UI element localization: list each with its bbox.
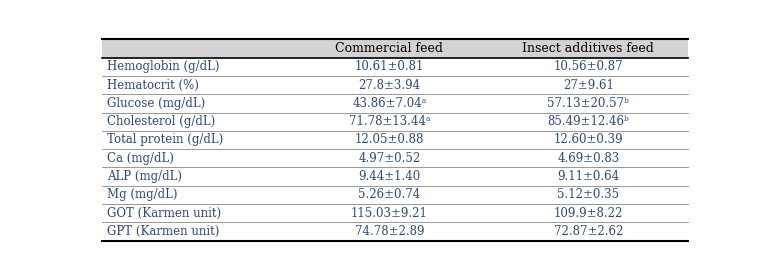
Text: GOT (Karmen unit): GOT (Karmen unit)	[107, 207, 221, 219]
Text: GPT (Karmen unit): GPT (Karmen unit)	[107, 225, 220, 238]
Text: 5.26±0.74: 5.26±0.74	[359, 188, 420, 201]
Text: Insect additives feed: Insect additives feed	[523, 42, 655, 55]
Text: 10.61±0.81: 10.61±0.81	[355, 60, 424, 73]
Text: 27.8±3.94: 27.8±3.94	[359, 79, 420, 92]
Text: 10.56±0.87: 10.56±0.87	[554, 60, 623, 73]
Text: 71.78±13.44ᵃ: 71.78±13.44ᵃ	[348, 115, 430, 128]
Text: Hematocrit (%): Hematocrit (%)	[107, 79, 199, 92]
Text: 57.13±20.57ᵇ: 57.13±20.57ᵇ	[547, 97, 629, 110]
Text: 85.49±12.46ᵇ: 85.49±12.46ᵇ	[547, 115, 629, 128]
Text: 9.11±0.64: 9.11±0.64	[557, 170, 619, 183]
Text: 72.87±2.62: 72.87±2.62	[554, 225, 623, 238]
Text: 74.78±2.89: 74.78±2.89	[355, 225, 424, 238]
Text: Commercial feed: Commercial feed	[335, 42, 443, 55]
Text: Hemoglobin (g/dL): Hemoglobin (g/dL)	[107, 60, 220, 73]
Text: 27±9.61: 27±9.61	[563, 79, 614, 92]
Text: Mg (mg/dL): Mg (mg/dL)	[107, 188, 177, 201]
Text: 9.44±1.40: 9.44±1.40	[359, 170, 420, 183]
Text: ALP (mg/dL): ALP (mg/dL)	[107, 170, 182, 183]
Text: 115.03±9.21: 115.03±9.21	[351, 207, 428, 219]
Text: 12.05±0.88: 12.05±0.88	[355, 133, 424, 146]
Text: 5.12±0.35: 5.12±0.35	[557, 188, 619, 201]
Text: Cholesterol (g/dL): Cholesterol (g/dL)	[107, 115, 215, 128]
Text: Glucose (mg/dL): Glucose (mg/dL)	[107, 97, 205, 110]
Bar	[103, 39, 688, 58]
Text: Total protein (g/dL): Total protein (g/dL)	[107, 133, 224, 146]
Text: Ca (mg/dL): Ca (mg/dL)	[107, 152, 174, 165]
Text: 43.86±7.04ᵃ: 43.86±7.04ᵃ	[352, 97, 426, 110]
Text: 4.69±0.83: 4.69±0.83	[557, 152, 620, 165]
Text: 12.60±0.39: 12.60±0.39	[554, 133, 623, 146]
Text: 4.97±0.52: 4.97±0.52	[359, 152, 420, 165]
Text: 109.9±8.22: 109.9±8.22	[554, 207, 623, 219]
